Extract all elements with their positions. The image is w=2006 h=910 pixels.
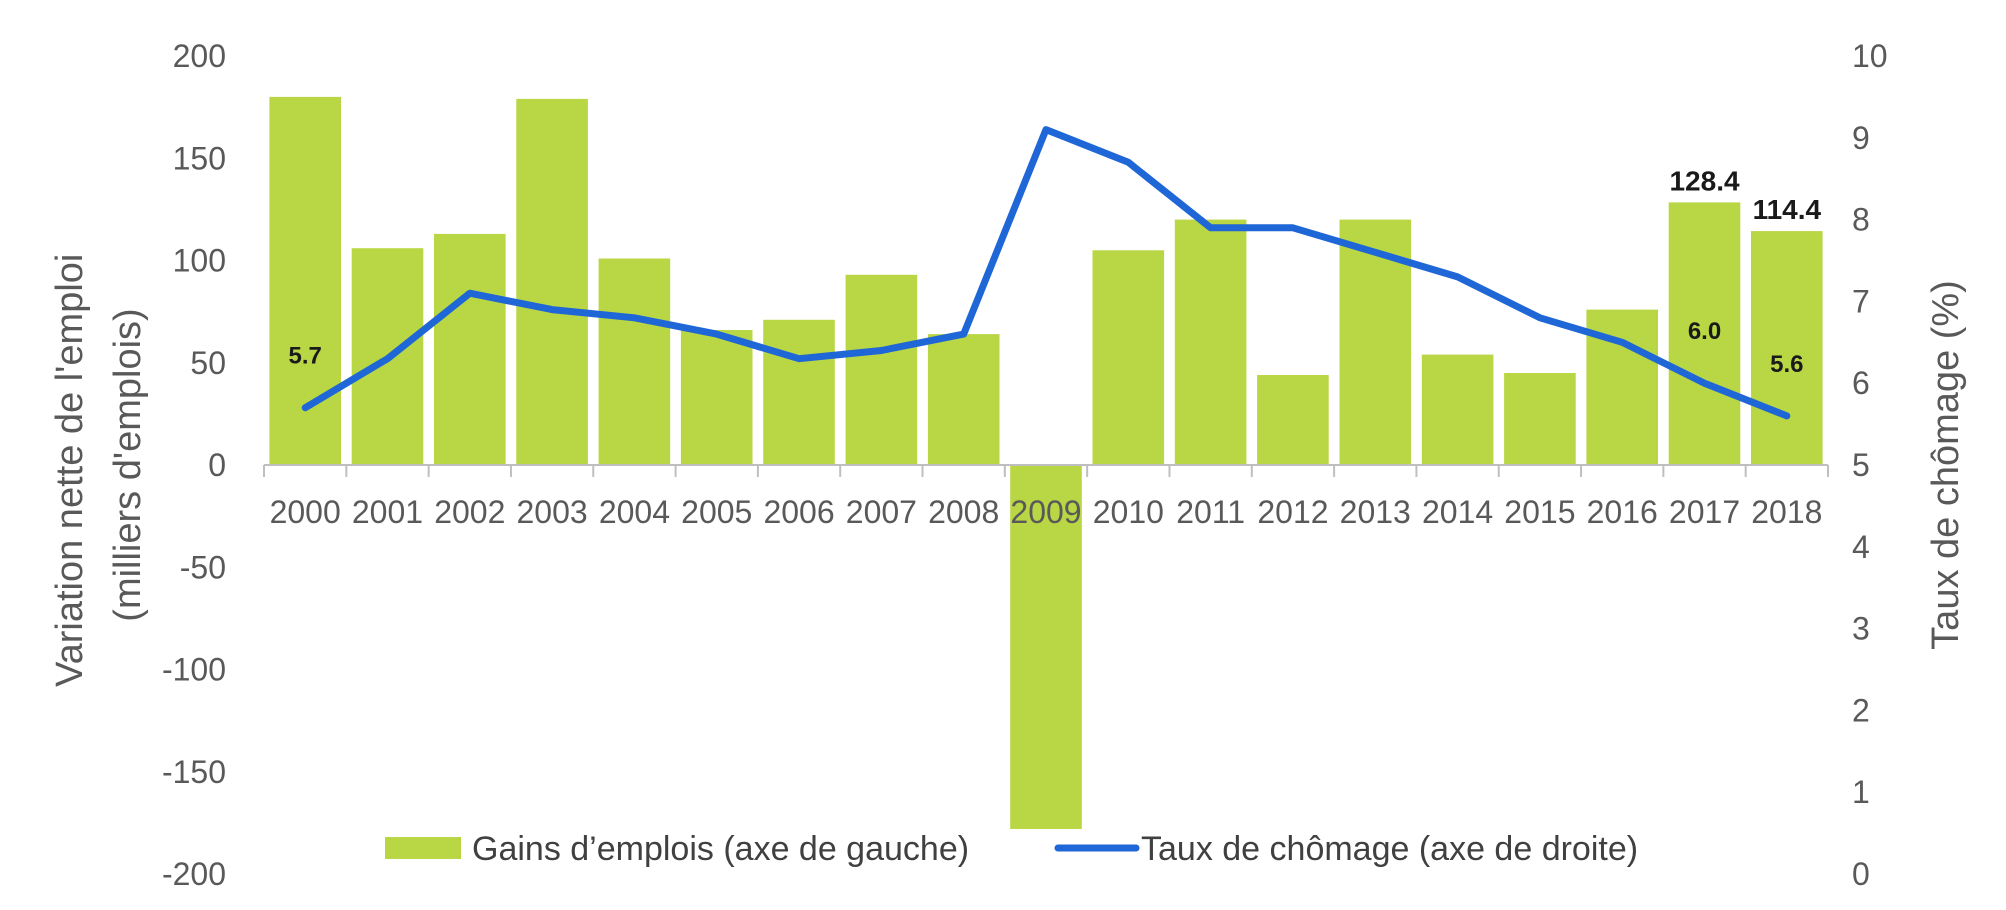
data-labels: 128.4 114.4 5.7 6.0 5.6 [288,165,1821,377]
x-tick-label: 2011 [1176,494,1245,530]
y-left-tick-label: 50 [190,345,226,381]
y-left-axis-title-line1: Variation nette de l'emploi [49,254,91,687]
x-tick-label: 2014 [1422,494,1493,530]
y-right-tick-label: 2 [1852,692,1870,728]
bar-2008 [927,334,1000,465]
bar-2015 [1504,373,1576,465]
x-tick-label: 2012 [1257,494,1328,530]
bar-2018 [1751,231,1823,465]
x-tick-marks [263,465,1829,477]
y-right-tick-label: 8 [1852,202,1870,238]
y-right-tick-label: 1 [1852,774,1870,810]
y-right-tick-label: 0 [1852,856,1870,892]
x-tick-labels: 2000 2001 2002 2003 2004 2005 2006 2007 2008 2009… [270,494,1823,530]
bar-2014 [1421,354,1494,465]
x-tick-label: 2001 [352,494,423,530]
data-label-2018: 114.4 [1753,194,1822,225]
y-right-tick-label: 6 [1852,365,1870,401]
y-right-axis-title: Taux de chômage (%) [1925,280,1967,650]
x-tick-label: 2003 [517,494,588,530]
x-tick-label: 2018 [1751,494,1822,530]
x-tick-label: 2006 [763,494,834,530]
bar-2005 [680,330,753,465]
x-tick-label: 2017 [1669,494,1740,530]
y-right-tick-label: 10 [1852,38,1888,74]
x-tick-label: 2008 [928,494,999,530]
x-tick-label: 2000 [270,494,341,530]
bar-2007 [845,274,918,465]
bar-2017 [1668,202,1741,465]
x-tick-label: 2004 [599,494,670,530]
x-tick-label: 2005 [681,494,752,530]
bar-2011 [1174,219,1247,465]
legend-label-bars: Gains d’emplois (axe de gauche) [472,830,969,868]
y-left-axis-title: Variation nette de l'emploi (milliers d'… [49,243,149,687]
data-label-2017: 128.4 [1669,165,1739,196]
y-left-tick-label: -200 [162,856,226,892]
y-left-tick-label: 200 [173,38,226,74]
legend-swatch-bars [385,837,461,859]
y-left-tick-label: -100 [162,652,226,688]
legend: Gains d’emplois (axe de gauche) Taux de … [385,830,1638,868]
x-tick-label: 2013 [1340,494,1411,530]
legend-label-line: Taux de chômage (axe de droite) [1141,830,1638,868]
x-tick-label: 2009 [1010,494,1081,530]
bar-2002 [434,233,506,465]
y-left-axis-title-line2: (milliers d'emplois) [107,308,149,621]
data-label-2017: 6.0 [1688,318,1721,345]
unemployment-rate-line [301,126,1791,420]
x-tick-label: 2016 [1587,494,1658,530]
y-right-tick-label: 7 [1852,283,1870,319]
data-label-2000: 5.7 [288,343,321,370]
y-left-tick-label: 0 [208,447,226,483]
x-tick-label: 2002 [434,494,505,530]
bar-2012 [1257,375,1329,465]
y-left-tick-label: -50 [180,549,226,585]
x-tick-label: 2010 [1093,494,1164,530]
bar-2004 [598,258,671,465]
y-left-tick-label: -150 [162,754,226,790]
y-right-tick-label: 3 [1852,611,1870,647]
bar-2006 [763,319,835,465]
bar-2009 [1010,465,1082,829]
x-tick-label: 2015 [1504,494,1575,530]
bars-layer [269,96,1823,829]
bar-2003 [516,98,588,466]
y-right-tick-label: 4 [1852,529,1870,565]
y-left-tick-labels: 200 150 100 50 0 -50 -100 -150 -200 [162,38,226,892]
y-left-tick-label: 150 [173,140,226,176]
y-left-tick-label: 100 [173,243,226,279]
y-right-tick-label: 5 [1852,447,1870,483]
bar-2010 [1092,250,1165,465]
y-right-tick-label: 9 [1852,120,1870,156]
x-tick-label: 2007 [846,494,917,530]
data-label-2018: 5.6 [1770,351,1803,378]
